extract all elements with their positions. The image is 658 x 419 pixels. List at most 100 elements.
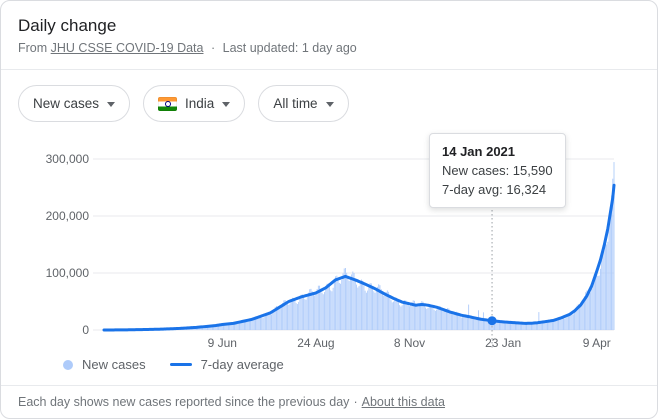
new-cases-bar [444,310,446,330]
new-cases-bar [391,302,393,330]
new-cases-bar [304,299,306,330]
region-dropdown[interactable]: India [143,85,246,122]
new-cases-bar [405,300,407,330]
new-cases-bar [288,304,290,330]
new-cases-bar [570,313,572,330]
new-cases-bar [227,324,229,330]
new-cases-bar [349,278,351,330]
new-cases-bar [427,307,429,330]
new-cases-bar [335,276,337,330]
new-cases-bar [353,273,355,330]
new-cases-bar [290,300,292,330]
new-cases-bar [395,297,397,330]
new-cases-bar [595,271,596,330]
new-cases-bar [384,294,386,330]
new-cases-bar [434,310,436,330]
y-tick-label: 300,000 [46,152,90,166]
new-cases-bar [475,317,477,330]
new-cases-bar [205,326,207,330]
new-cases-bar [247,319,249,330]
new-cases-bar [407,305,409,330]
new-cases-bar [423,304,425,330]
new-cases-bar [412,300,414,330]
new-cases-bar [385,292,387,330]
new-cases-bar [333,281,335,330]
new-cases-bar [454,312,456,330]
seven-day-average-line [102,183,616,332]
new-cases-bar [199,327,201,330]
new-cases-bar [211,325,213,330]
new-cases-bar [380,289,382,330]
new-cases-bar [470,318,472,330]
new-cases-bar [593,273,595,330]
new-cases-bar [446,308,447,330]
footer-separator: · [353,395,358,409]
new-cases-bar [239,321,240,330]
new-cases-bar [448,308,450,330]
new-cases-bar [200,327,202,330]
new-cases-bar [274,306,276,330]
new-cases-bar [253,319,255,330]
new-cases-bar [524,322,526,330]
new-cases-bar [296,304,298,330]
new-cases-bar [225,324,227,330]
new-cases-bar [581,304,583,330]
gridlines: 0 100,000 200,000 300,000 [46,152,614,337]
new-cases-bar [279,308,281,330]
new-cases-bar [301,294,303,330]
new-cases-bar [460,317,462,330]
new-cases-bar [537,323,539,330]
source-line: From JHU CSSE COVID-19 Data · Last updat… [18,41,357,55]
new-cases-bar [452,314,454,330]
new-cases-bar [503,323,505,330]
new-cases-bar [404,300,406,330]
new-cases-bar [410,304,412,330]
new-cases-bar [337,278,339,330]
new-cases-bar [325,287,327,330]
new-cases-bar [362,280,364,330]
new-cases-bar [443,311,445,330]
new-cases-bar [512,323,514,330]
chevron-down-icon [222,101,231,107]
metric-dropdown[interactable]: New cases [18,85,131,122]
subtitle-separator: · [210,41,216,55]
new-cases-bar [597,276,599,330]
new-cases-bar [367,290,369,330]
new-cases-bar [473,316,475,330]
new-cases-bar [317,285,319,330]
new-cases-bar [312,294,314,330]
new-cases-bar [309,289,311,330]
highlighted-point [487,316,497,326]
new-cases-bar [369,282,371,330]
new-cases-bar [305,299,307,330]
new-cases-bar [235,323,237,330]
new-cases-bar [590,292,592,330]
new-cases-bar [415,303,417,330]
new-cases-bar [447,307,449,330]
new-cases-bar [224,323,226,330]
source-link[interactable]: JHU CSSE COVID-19 Data [50,41,204,55]
new-cases-bar [420,302,422,330]
y-tick-label: 200,000 [46,209,90,223]
new-cases-bar [522,323,524,330]
footer: Each day shows new cases reported since … [1,385,657,418]
new-cases-bar [390,300,392,330]
new-cases-bar [394,299,396,330]
new-cases-bar [223,323,224,330]
new-cases-bar [354,278,356,330]
new-cases-bar [218,325,220,330]
new-cases-bar [539,322,541,330]
new-cases-bar [588,292,590,330]
new-cases-bar [208,326,210,330]
about-this-data-link[interactable]: About this data [361,395,446,409]
new-cases-bar [506,321,508,330]
daily-change-chart[interactable]: 0 100,000 200,000 300,000 9 Jun 24 Aug 8 Nov 23… [1,121,658,356]
x-axis-labels: 9 Jun 24 Aug 8 Nov 23 Jan 9 Apr [208,336,611,350]
new-cases-bar [417,306,419,330]
new-cases-bar [284,299,286,330]
new-cases-bar [450,312,452,330]
time-range-dropdown[interactable]: All time [258,85,349,122]
new-cases-bar [202,327,203,330]
new-cases-bar [551,319,553,330]
